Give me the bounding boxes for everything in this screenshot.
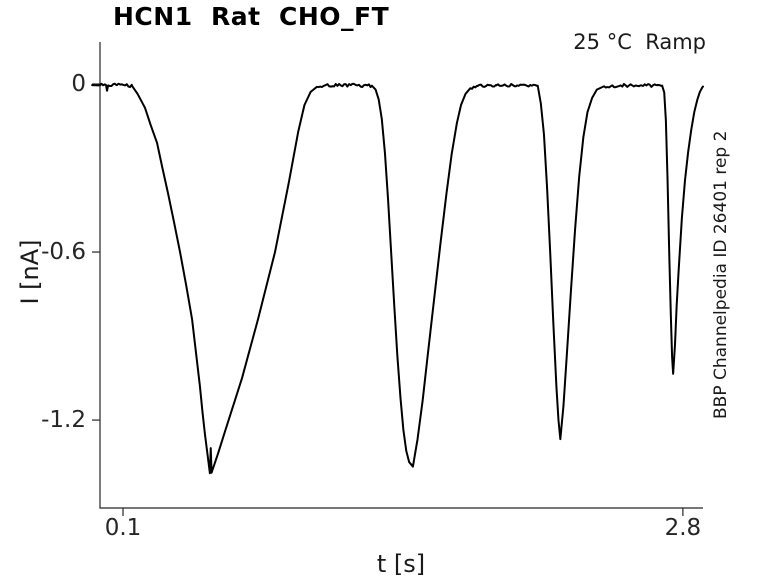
temperature-ramp-annotation: 25 °C Ramp <box>573 30 706 54</box>
y-tick-label-1: -0.6 <box>41 239 86 266</box>
axis-spines <box>99 42 703 509</box>
y-tick-label-2: -1.2 <box>41 407 86 434</box>
chart-title: HCN1 Rat CHO_FT <box>113 2 390 31</box>
y-tick-label-0: 0 <box>71 71 86 97</box>
current-trace <box>91 82 704 475</box>
x-axis-label: t [s] <box>376 550 426 578</box>
x-tick-label-1: 2.8 <box>664 515 702 541</box>
x-tick-label-0: 0.1 <box>104 515 142 541</box>
